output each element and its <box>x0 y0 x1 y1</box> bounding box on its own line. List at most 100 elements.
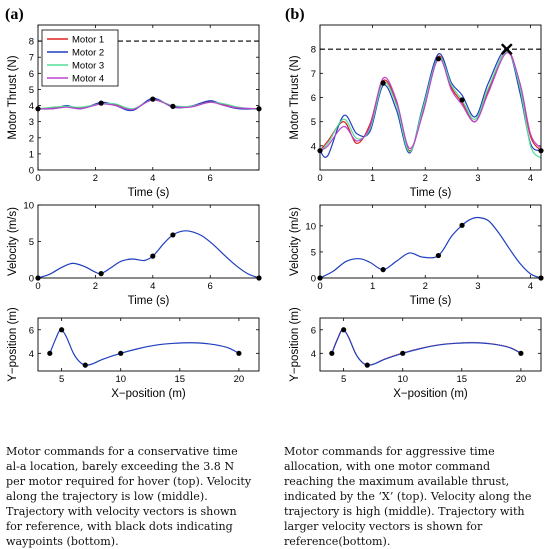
legend-label: Motor 3 <box>72 61 104 72</box>
x-tick-label: 0 <box>35 281 40 292</box>
waypoint-marker <box>83 363 88 368</box>
waypoint-marker <box>170 232 175 237</box>
x-tick-label: 0 <box>317 281 322 292</box>
y-tick-label: 3 <box>29 117 34 128</box>
y-axis-label: Y−position (m) <box>7 307 19 382</box>
y-tick-label: 10 <box>23 201 34 212</box>
y-tick-label: 6 <box>311 325 316 336</box>
x-tick-label: 4 <box>150 281 155 292</box>
y-tick-label: 8 <box>29 37 34 48</box>
x-tick-label: 15 <box>175 374 186 385</box>
waypoint-marker <box>518 351 523 356</box>
x-tick-label: 4 <box>528 173 533 184</box>
plot-area <box>50 329 239 365</box>
x-tick-label: 5 <box>59 374 64 385</box>
plot-frame <box>38 205 259 278</box>
x-tick-label: 0 <box>317 173 322 184</box>
x-axis-label: X−position (m) <box>393 388 468 400</box>
x-tick-label: 1 <box>370 173 375 184</box>
y-tick-label: 5 <box>29 85 34 96</box>
x-tick-label: 15 <box>457 374 468 385</box>
waypoint-marker <box>436 253 441 258</box>
x-axis-label: Time (s) <box>128 295 170 307</box>
panel-label-a: (a) <box>5 6 24 23</box>
caption-a: Motor commands for a conservative time a… <box>6 444 254 549</box>
x-axis-label: Time (s) <box>410 295 452 307</box>
waypoint-marker <box>170 104 175 109</box>
waypoint-marker <box>459 97 464 102</box>
x-tick-label: 4 <box>150 173 155 184</box>
plot-area <box>320 49 541 158</box>
waypoint-marker <box>329 351 334 356</box>
waypoint-marker <box>99 101 104 106</box>
waypoint-marker <box>150 254 155 259</box>
y-tick-label: 4 <box>29 349 34 360</box>
waypoint-marker <box>381 267 386 272</box>
plot-area <box>332 329 521 365</box>
x-tick-label: 20 <box>234 374 245 385</box>
waypoint-marker <box>118 351 123 356</box>
x-tick-label: 2 <box>423 173 428 184</box>
series-line-curve <box>38 231 259 278</box>
waypoint-marker <box>381 80 386 85</box>
x-tick-label: 1 <box>370 281 375 292</box>
waypoint-marker <box>99 271 104 276</box>
y-tick-label: 0 <box>29 274 34 285</box>
series-line-motor-2 <box>320 49 541 157</box>
series-line-curve <box>332 329 521 365</box>
y-axis-label: Velocity (m/s) <box>289 207 301 276</box>
y-tick-label: 5 <box>311 117 316 128</box>
y-tick-label: 6 <box>311 93 316 104</box>
y-tick-label: 5 <box>311 247 316 258</box>
waypoint-marker <box>436 56 441 61</box>
y-tick-label: 1 <box>29 149 34 160</box>
series-line-motor-4 <box>320 53 541 151</box>
waypoint-marker <box>59 327 64 332</box>
x-tick-label: 6 <box>208 281 213 292</box>
legend-label: Motor 4 <box>72 74 104 85</box>
series-line-motor-3 <box>320 52 541 158</box>
y-axis-label: Y−position (m) <box>289 307 301 382</box>
x-tick-label: 3 <box>475 173 480 184</box>
y-tick-label: 8 <box>311 45 316 56</box>
y-tick-label: 4 <box>311 141 316 152</box>
y-tick-label: 2 <box>29 133 34 144</box>
waypoint-marker <box>365 363 370 368</box>
x-tick-label: 2 <box>423 281 428 292</box>
plot-area <box>38 231 259 278</box>
waypoint-marker <box>400 351 405 356</box>
y-tick-label: 7 <box>311 69 316 80</box>
x-axis-label: X−position (m) <box>111 388 186 400</box>
waypoint-marker <box>236 351 241 356</box>
waypoint-marker <box>47 351 52 356</box>
panel-label-b: (b) <box>285 6 305 23</box>
legend-label: Motor 2 <box>72 48 104 59</box>
x-tick-label: 2 <box>93 173 98 184</box>
y-tick-label: 6 <box>29 69 34 80</box>
x-tick-label: 4 <box>528 281 533 292</box>
y-tick-label: 0 <box>311 274 316 285</box>
plot-frame <box>38 318 259 371</box>
waypoint-marker <box>150 97 155 102</box>
y-tick-label: 5 <box>29 237 34 248</box>
plot-frame <box>320 318 541 371</box>
legend-label: Motor 1 <box>72 35 104 46</box>
y-axis-label: Velocity (m/s) <box>7 207 19 276</box>
x-axis-label: Time (s) <box>128 187 170 199</box>
y-tick-label: 7 <box>29 53 34 64</box>
series-line-curve <box>320 217 541 278</box>
x-tick-label: 10 <box>397 374 408 385</box>
y-tick-label: 4 <box>29 101 34 112</box>
y-tick-label: 10 <box>305 221 316 232</box>
series-line-curve <box>50 329 239 365</box>
x-tick-label: 6 <box>208 173 213 184</box>
series-line-motor-1 <box>320 50 541 150</box>
y-tick-label: 4 <box>311 349 316 360</box>
